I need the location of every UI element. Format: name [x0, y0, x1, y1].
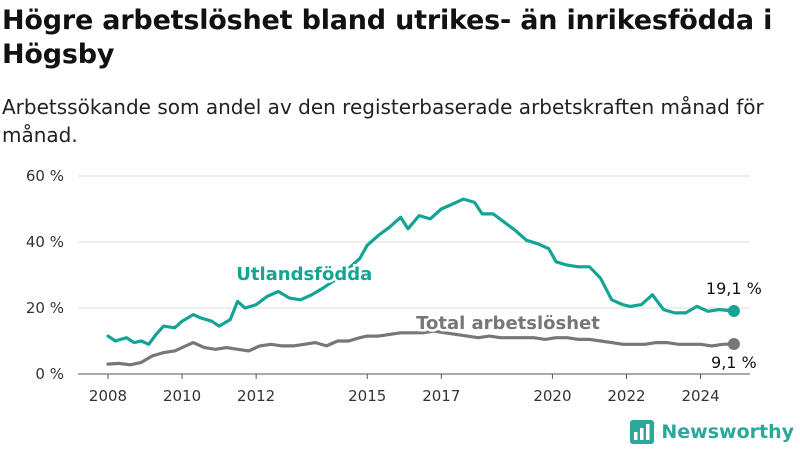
chart-labels: 19,1 % 9,1 % Utlandsfödda Total arbetslöshe… [234, 261, 762, 372]
series-label: Total arbetslöshet [416, 313, 600, 334]
newsworthy-bar-chart-icon [630, 420, 655, 444]
series-label: Utlandsfödda [236, 264, 372, 285]
y-tick-label: 0 % [35, 365, 64, 383]
chart-title: Högre arbetslöshet bland utrikes- än inr… [2, 5, 773, 70]
y-tick-label: 40 % [26, 233, 64, 251]
end-value-label: 19,1 % [706, 279, 762, 298]
x-tick-label: 2008 [89, 387, 127, 405]
x-tick-label: 2015 [348, 387, 386, 405]
end-value-label: 9,1 % [711, 353, 757, 372]
series-line-utlandsfödda [106, 197, 736, 346]
y-tick-label: 60 % [26, 167, 64, 185]
x-tick-label: 2024 [681, 387, 719, 405]
newsworthy-logo: Newsworthy [630, 420, 794, 444]
chart-subtitle: Arbetssökande som andel av den registerb… [2, 95, 764, 147]
series-line-total-arbetslöshet [106, 329, 736, 367]
brand-name: Newsworthy [661, 421, 794, 443]
x-tick-label: 2022 [607, 387, 645, 405]
series-end-marker [727, 304, 740, 317]
series-lines [106, 197, 740, 367]
grid-lines [78, 175, 750, 375]
y-tick-label: 20 % [26, 299, 64, 317]
x-tick-label: 2012 [237, 387, 275, 405]
series-end-marker [727, 337, 740, 350]
x-tick-label: 2017 [422, 387, 460, 405]
axes: 0 % 20 % 40 % 60 % 2008 2010 2012 2015 2017 2020 2… [26, 167, 720, 405]
x-tick-label: 2020 [533, 387, 571, 405]
x-tick-label: 2010 [163, 387, 201, 405]
